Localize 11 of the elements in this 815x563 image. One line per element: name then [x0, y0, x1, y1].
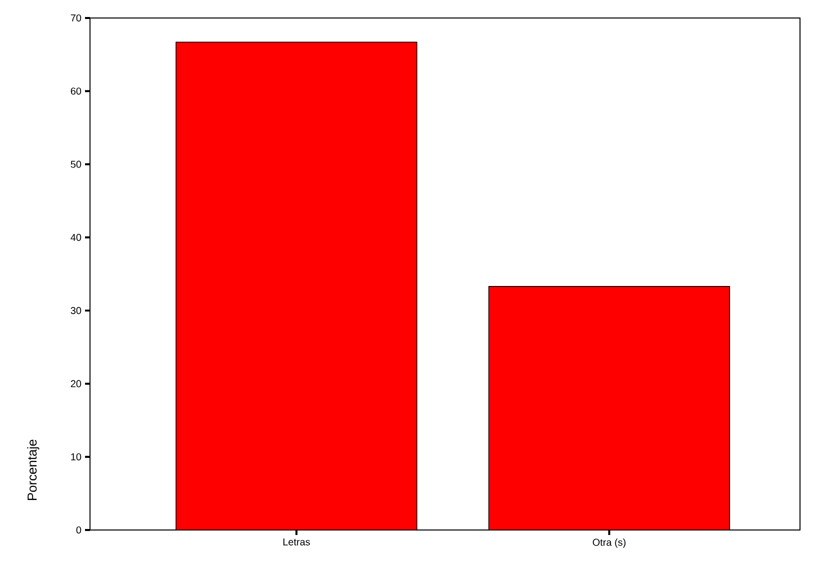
y-tick-label: 10: [71, 453, 82, 460]
x-tick-label: Otra (s): [592, 538, 626, 548]
y-tick-label: 30: [70, 307, 82, 314]
x-tick-label: Letras: [283, 538, 310, 546]
y-tick-label: 60: [70, 88, 82, 95]
y-tick-label: 20: [70, 380, 82, 388]
y-tick-label: 70: [70, 14, 82, 22]
y-tick-label: 0: [76, 526, 82, 534]
y-axis-title: Porcentaje: [27, 440, 40, 500]
y-tick-label: 40: [70, 234, 82, 241]
y-tick-label: 50: [70, 160, 82, 168]
